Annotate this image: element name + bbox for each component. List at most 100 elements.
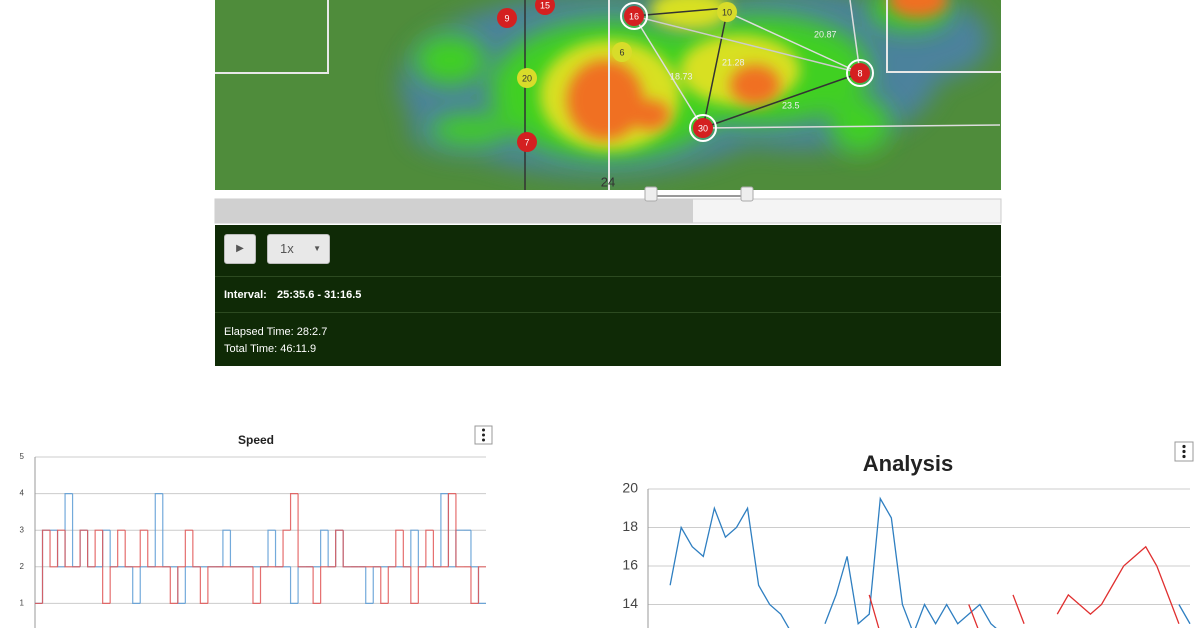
step-segment (102, 529, 111, 567)
step-segment (289, 493, 299, 531)
step-segment (477, 566, 486, 604)
player-ring (689, 114, 717, 142)
handle[interactable] (644, 186, 658, 202)
menu-button[interactable] (1174, 441, 1194, 462)
y-tick-label: 1 (20, 599, 25, 608)
player-number: 10 (722, 7, 732, 17)
menu-button[interactable] (474, 425, 493, 445)
step-segment (335, 529, 344, 567)
y-tick-label: 3 (20, 525, 25, 534)
step-segment (402, 530, 411, 568)
step-segment (417, 530, 426, 568)
step-segment (124, 530, 133, 568)
player-number: 6 (619, 47, 624, 57)
step-segment (41, 529, 51, 604)
step-segment (477, 566, 486, 604)
step-segment (184, 529, 193, 567)
edge-label: 20.87 (814, 29, 837, 39)
step-segment (49, 530, 58, 568)
pitch: 9 15 16 10 6 20 7 30 8 20.87 18.73 21.28 23.5 24 (214, 0, 1002, 224)
step-segment (177, 566, 186, 604)
player-number: 7 (524, 137, 529, 147)
step-segment (327, 530, 336, 568)
step-segment (395, 529, 404, 567)
edge-label: 21.28 (722, 57, 745, 67)
edge-label: 23.5 (782, 100, 800, 110)
step-segment (79, 529, 88, 567)
player-number: 8 (857, 68, 862, 78)
step-segment (267, 529, 276, 567)
step-segment (335, 529, 344, 567)
step-segment (297, 493, 306, 568)
step-segment (64, 493, 73, 567)
step-segment (139, 529, 148, 567)
interval: 25:35.6 - 31:16.5 (277, 289, 362, 301)
step-segment (417, 566, 426, 604)
step-segment (162, 493, 171, 568)
pitch-lines (215, 0, 1001, 190)
speed-select[interactable]: 1x ▼ (267, 234, 330, 264)
player (693, 118, 713, 138)
step-segment (177, 566, 186, 604)
step-segment (109, 530, 118, 568)
player-number: 9 (504, 13, 509, 23)
player (497, 8, 517, 28)
y-tick-label: 14 (622, 595, 638, 611)
step-segment (410, 529, 419, 567)
player-ring (846, 59, 874, 87)
step-segment (440, 493, 449, 567)
player-number: 30 (698, 123, 708, 133)
step-segment (117, 529, 126, 567)
step-segment (222, 529, 231, 567)
y-tick-label: 2 (20, 562, 25, 571)
handle[interactable] (740, 186, 754, 202)
separator (215, 312, 1001, 313)
step-segment (432, 530, 441, 568)
step-segment (365, 566, 374, 604)
edge-labels: 20.87 18.73 21.28 23.5 (670, 29, 837, 110)
step-segment (79, 529, 88, 567)
step-segment (87, 530, 96, 568)
player (517, 132, 537, 152)
step-segment (184, 566, 193, 604)
network (633, 0, 1001, 129)
step-segment (387, 566, 396, 604)
y-tick-label: 5 (20, 452, 25, 461)
step-segment (109, 566, 118, 604)
step-segment (425, 529, 434, 567)
chart-title: Analysis (863, 451, 954, 476)
player (612, 42, 632, 62)
y-tick-label: 20 (622, 480, 638, 496)
marker-label: 24 (601, 174, 615, 189)
progress (215, 199, 693, 223)
step-segment (372, 566, 381, 604)
player (517, 68, 537, 88)
step-segment (71, 493, 81, 568)
step-segment (320, 529, 329, 567)
step-segment (139, 566, 148, 604)
y-tick-label: 18 (622, 518, 638, 534)
step-segment (259, 566, 269, 604)
edge-label: 18.73 (670, 71, 693, 81)
step-segment (289, 566, 299, 604)
step-segment (282, 529, 291, 567)
step-segment (455, 493, 464, 568)
line (868, 545, 1180, 628)
separator (215, 276, 1001, 277)
step-segment (169, 566, 178, 604)
step-segment (192, 530, 201, 568)
step-segment (380, 566, 389, 604)
step-segment (229, 530, 238, 568)
player-ring (620, 2, 648, 30)
play-button[interactable]: ▶ (224, 234, 256, 264)
interval-label: Interval: (224, 289, 267, 301)
step-segment (297, 566, 306, 604)
step-segment (64, 530, 73, 568)
step-segment (56, 530, 66, 568)
step-segment (41, 529, 51, 604)
step-segment (199, 566, 208, 604)
y-tick-label: 16 (622, 557, 638, 573)
player-number: 16 (629, 11, 639, 21)
chart-title: Speed (238, 433, 274, 447)
